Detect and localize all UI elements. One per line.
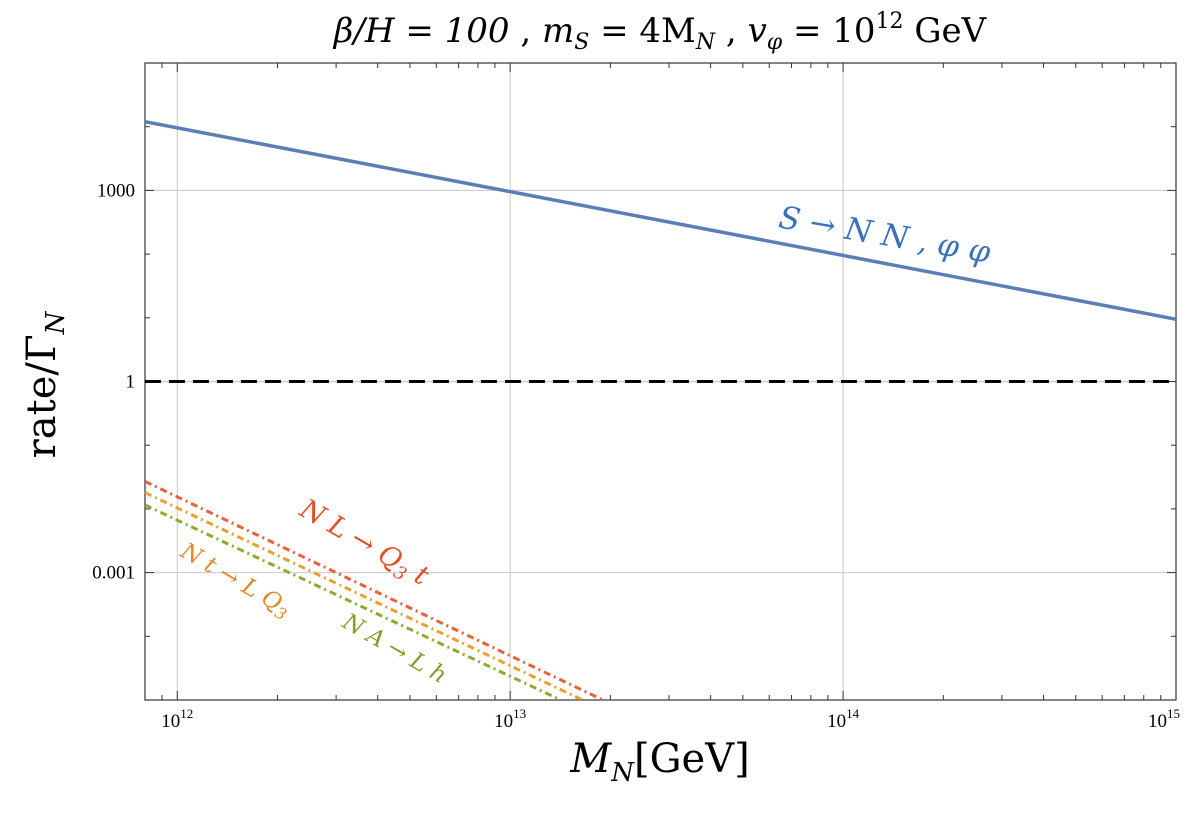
- x-tick-label: 1012: [161, 706, 193, 732]
- title-v-unit: GeV: [914, 11, 987, 51]
- x-tick-label: 1013: [494, 706, 526, 732]
- x-tick-label: 1014: [827, 706, 860, 732]
- x-axis-label: MN[GeV]: [569, 736, 749, 788]
- title-ms: m: [542, 11, 574, 51]
- title-ms-rhs-sub: N: [695, 30, 716, 55]
- title-beta-h: β/H = 100: [332, 11, 510, 51]
- title-v-sub: φ: [767, 30, 783, 55]
- y-tick-label: 1: [126, 372, 136, 393]
- y-axis-label: rate/ΓN: [19, 310, 71, 458]
- y-tick-label: 0.001: [92, 563, 135, 584]
- title-v-rhs: = 10: [793, 11, 876, 51]
- title-v-exp: 12: [876, 9, 904, 34]
- title-v: v: [748, 11, 767, 51]
- x-tick-label: 1015: [1148, 706, 1180, 732]
- y-tick-labels: 1000 1 0.001: [92, 180, 135, 583]
- series-line-2: [145, 491, 584, 700]
- series-line-0: [145, 119, 1176, 321]
- chart-title: β/H = 100 , mS = 4MN , vφ = 1012 GeV: [332, 9, 988, 55]
- title-ms-rhs: = 4M: [600, 11, 696, 51]
- x-tick-labels: 1012 1013 1014 1015: [161, 706, 1180, 732]
- title-ms-sub: S: [574, 30, 589, 55]
- series-group: [145, 119, 1176, 700]
- y-tick-label: 1000: [97, 180, 135, 201]
